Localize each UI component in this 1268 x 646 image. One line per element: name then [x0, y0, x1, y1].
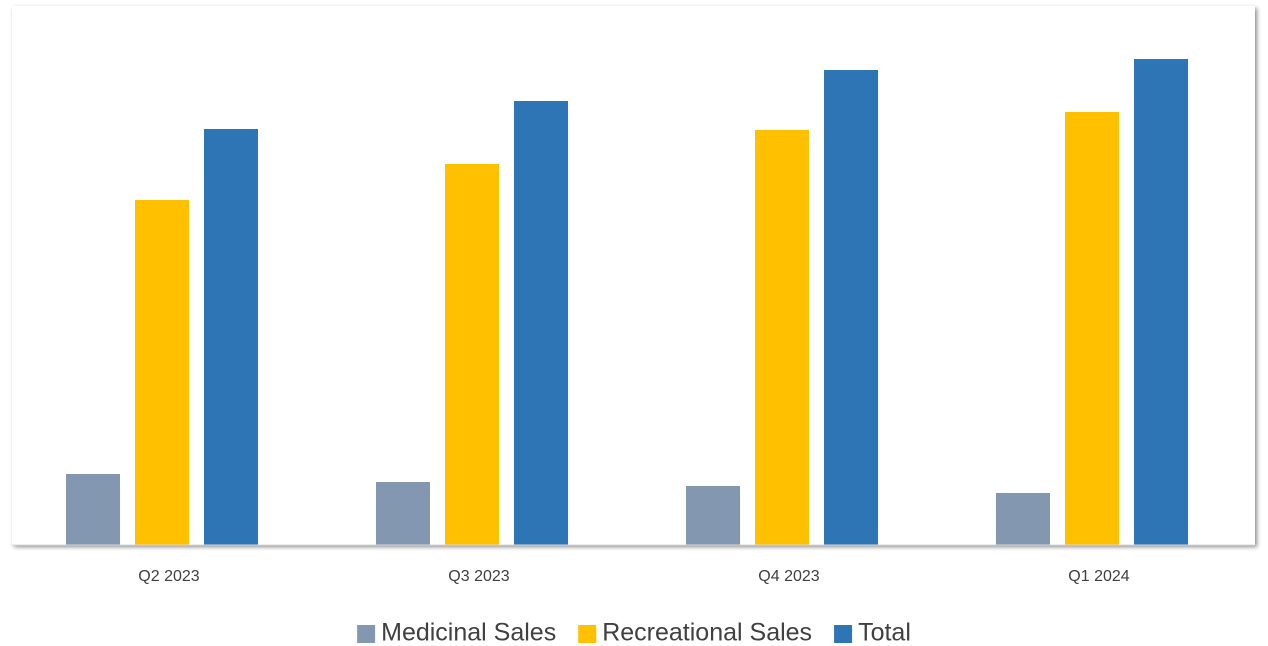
bar — [135, 200, 189, 545]
bar — [686, 486, 740, 545]
bar — [514, 101, 568, 545]
bar — [66, 474, 120, 545]
bar — [204, 129, 258, 545]
bar — [755, 130, 809, 545]
x-tick-label: Q2 2023 — [138, 568, 199, 585]
x-tick-label: Q1 2024 — [1068, 568, 1129, 585]
bar — [376, 482, 430, 545]
bar — [445, 164, 499, 545]
bar — [1134, 59, 1188, 545]
legend-swatch — [578, 625, 597, 643]
bar — [1065, 112, 1119, 545]
legend-label: Medicinal Sales — [381, 619, 556, 646]
x-tick-label: Q4 2023 — [758, 568, 819, 585]
bar — [824, 70, 878, 545]
legend-label: Total — [858, 619, 911, 646]
x-tick-label: Q3 2023 — [448, 568, 509, 585]
legend-swatch — [357, 625, 376, 643]
bar — [996, 493, 1050, 545]
legend-swatch — [834, 625, 853, 643]
legend-label: Recreational Sales — [602, 619, 812, 646]
